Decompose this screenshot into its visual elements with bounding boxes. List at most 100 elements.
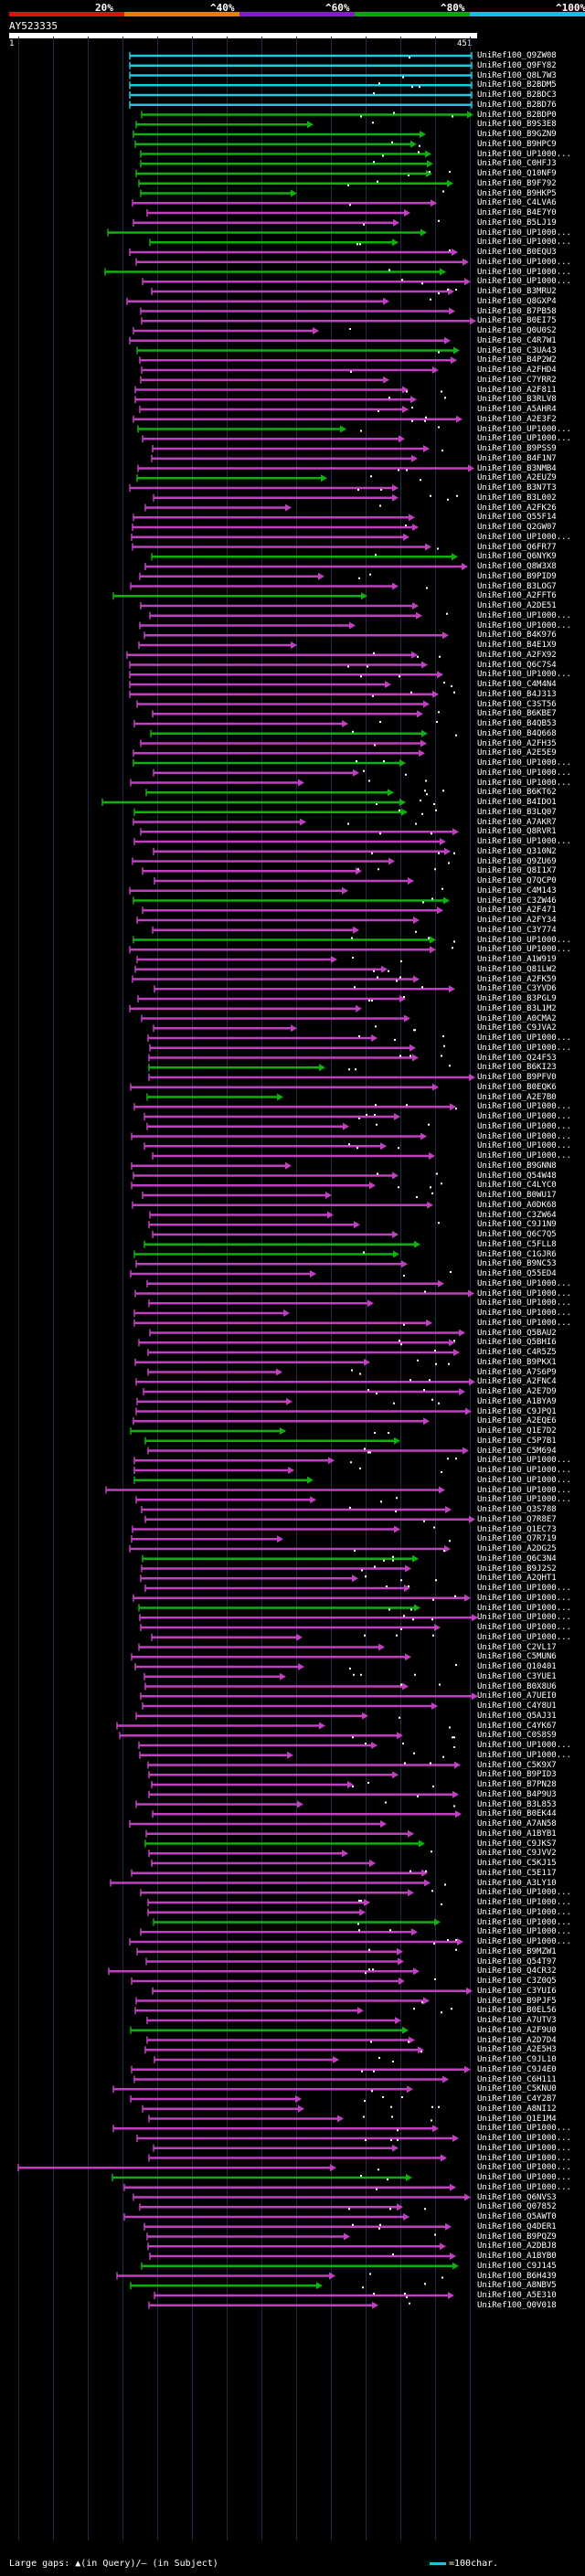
hit-label[interactable]: UniRef100_UP1000... [477, 1888, 571, 1898]
hit-label[interactable]: UniRef100_UP1000... [477, 1613, 571, 1623]
hit-label[interactable]: UniRef100_A5AHR4 [477, 405, 557, 414]
hit-label[interactable]: UniRef100_B9HKP5 [477, 188, 557, 198]
hit-label[interactable]: UniRef100_C9JKS7 [477, 1839, 557, 1849]
hit-label[interactable]: UniRef100_UP1000... [477, 1034, 571, 1043]
hit-label[interactable]: UniRef100_UP1000... [477, 1495, 571, 1505]
hit-label[interactable]: UniRef100_C3YUI6 [477, 1986, 557, 1996]
hit-label[interactable]: UniRef100_A2F9U0 [477, 2025, 557, 2035]
hit-label[interactable]: UniRef100_C3YVD6 [477, 984, 557, 994]
hit-label[interactable]: UniRef100_C5E117 [477, 1868, 557, 1878]
hit-label[interactable]: UniRef100_A2E7B0 [477, 1092, 557, 1102]
hit-label[interactable]: UniRef100_UP1000... [477, 1278, 571, 1288]
hit-label[interactable]: UniRef100_Q5BAU2 [477, 1328, 557, 1338]
hit-label[interactable]: UniRef100_A7AKR7 [477, 817, 557, 827]
hit-label[interactable]: UniRef100_C3UA43 [477, 345, 557, 355]
hit-label[interactable]: UniRef100_B3LOG7 [477, 581, 557, 591]
hit-label[interactable]: UniRef100_A2FY34 [477, 916, 557, 925]
hit-label[interactable]: UniRef100_UP1000... [477, 2173, 571, 2182]
hit-label[interactable]: UniRef100_C5M694 [477, 1446, 557, 1456]
hit-label[interactable]: UniRef100_B0EQU3 [477, 248, 557, 257]
hit-label[interactable]: UniRef100_B3L002 [477, 493, 557, 503]
hit-label[interactable]: UniRef100_UP1000... [477, 2182, 571, 2192]
hit-label[interactable]: UniRef100_UP1000... [477, 228, 571, 238]
hit-label[interactable]: UniRef100_A1BYB0 [477, 2252, 557, 2261]
hit-label[interactable]: UniRef100_C9JVV2 [477, 1849, 557, 1859]
hit-label[interactable]: UniRef100_A5E310 [477, 2291, 557, 2300]
hit-label[interactable]: UniRef100_B9GNN8 [477, 1161, 557, 1171]
hit-label[interactable]: UniRef100_B3MRU2 [477, 287, 557, 296]
hit-label[interactable]: UniRef100_UP1000... [477, 1741, 571, 1750]
hit-label[interactable]: UniRef100_UP1000... [477, 2153, 571, 2163]
hit-label[interactable]: UniRef100_Q0U0S2 [477, 326, 557, 335]
hit-label[interactable]: UniRef100_C9JVA2 [477, 1023, 557, 1034]
hit-label[interactable]: UniRef100_B9PJF5 [477, 1996, 557, 2006]
hit-label[interactable]: UniRef100_UP1000... [477, 1318, 571, 1328]
hit-label[interactable]: UniRef100_Q5AJ31 [477, 1711, 557, 1721]
hit-label[interactable]: UniRef100_UP1000... [477, 935, 571, 945]
hit-label[interactable]: UniRef100_C3ZW46 [477, 896, 557, 906]
hit-label[interactable]: UniRef100_UP1000... [477, 238, 571, 248]
hit-label[interactable]: UniRef100_A0DK68 [477, 1200, 557, 1210]
hit-label[interactable]: UniRef100_B0WU17 [477, 1191, 557, 1200]
hit-label[interactable]: UniRef100_C4M4N4 [477, 680, 557, 689]
hit-label[interactable]: UniRef100_Q7QCP0 [477, 876, 557, 885]
hit-label[interactable]: UniRef100_UP1000... [477, 267, 571, 277]
hit-label[interactable]: UniRef100_C4LYC0 [477, 1181, 557, 1191]
hit-label[interactable]: UniRef100_C4Y8U1 [477, 1701, 557, 1711]
hit-label[interactable]: UniRef100_A3LY10 [477, 1878, 557, 1888]
hit-label[interactable]: UniRef100_B9PFV0 [477, 1073, 557, 1082]
hit-label[interactable]: UniRef100_C6H111 [477, 2074, 557, 2084]
hit-label[interactable]: UniRef100_A1BYA9 [477, 1396, 557, 1406]
hit-label[interactable]: UniRef100_C3ZW64 [477, 1210, 557, 1220]
hit-label[interactable]: UniRef100_UP1000... [477, 945, 571, 955]
hit-label[interactable]: UniRef100_Q1E1M4 [477, 2114, 557, 2124]
hit-label[interactable]: UniRef100_B7PB58 [477, 306, 557, 316]
hit-label[interactable]: UniRef100_UP1000... [477, 1907, 571, 1917]
hit-label[interactable]: UniRef100_UP1000... [477, 149, 571, 159]
hit-label[interactable]: UniRef100_UP1000... [477, 2134, 571, 2143]
hit-label[interactable]: UniRef100_B3L853 [477, 1799, 557, 1809]
hit-label[interactable]: UniRef100_B0EK44 [477, 1809, 557, 1819]
hit-label[interactable]: UniRef100_Q9ZU69 [477, 856, 557, 866]
hit-label[interactable]: UniRef100_UP1000... [477, 1309, 571, 1318]
hit-label[interactable]: UniRef100_B9S3E8 [477, 120, 557, 130]
hit-label[interactable]: UniRef100_B9NC53 [477, 1259, 557, 1269]
hit-label[interactable]: UniRef100_A0CMA2 [477, 1013, 557, 1023]
hit-label[interactable]: UniRef100_UP1000... [477, 1456, 571, 1466]
hit-label[interactable]: UniRef100_B4P9U3 [477, 1789, 557, 1799]
hit-label[interactable]: UniRef100_A7S6P9 [477, 1367, 557, 1377]
hit-label[interactable]: UniRef100_C2VL17 [477, 1642, 557, 1652]
hit-label[interactable]: UniRef100_B0X8U6 [477, 1681, 557, 1691]
hit-label[interactable]: UniRef100_B6KT62 [477, 788, 557, 798]
hit-label[interactable]: UniRef100_C5P7B1 [477, 1436, 557, 1446]
hit-label[interactable]: UniRef100_A2QHT1 [477, 1574, 557, 1584]
hit-label[interactable]: UniRef100_Q9ZW08 [477, 51, 557, 60]
hit-label[interactable]: UniRef100_B0EL56 [477, 2006, 557, 2016]
hit-label[interactable]: UniRef100_UP1000... [477, 1112, 571, 1121]
hit-label[interactable]: UniRef100_Q4DER1 [477, 2221, 557, 2231]
hit-label[interactable]: UniRef100_UP1000... [477, 257, 571, 267]
hit-label[interactable]: UniRef100_A2E3F2 [477, 414, 557, 424]
hit-label[interactable]: UniRef100_UP1000... [477, 1750, 571, 1760]
hit-label[interactable]: UniRef100_UP1000... [477, 1937, 571, 1946]
hit-label[interactable]: UniRef100_A8NBV5 [477, 2281, 557, 2291]
hit-label[interactable]: UniRef100_UP1000... [477, 1141, 571, 1151]
hit-label[interactable]: UniRef100_UP1000... [477, 778, 571, 788]
hit-label[interactable]: UniRef100_B3L1M2 [477, 1003, 557, 1013]
hit-label[interactable]: UniRef100_UP1000... [477, 1623, 571, 1632]
hit-label[interactable]: UniRef100_C5K9X7 [477, 1760, 557, 1770]
hit-label[interactable]: UniRef100_B9F792 [477, 178, 557, 188]
hit-label[interactable]: UniRef100_Q7R8E7 [477, 1514, 557, 1524]
hit-label[interactable]: UniRef100_A2EQE6 [477, 1416, 557, 1426]
hit-label[interactable]: UniRef100_C5KNU0 [477, 2084, 557, 2094]
hit-label[interactable]: UniRef100_UP1000... [477, 620, 571, 631]
hit-label[interactable]: UniRef100_B7PN28 [477, 1780, 557, 1789]
hit-label[interactable]: UniRef100_Q81LW2 [477, 964, 557, 974]
hit-label[interactable]: UniRef100_UP1000... [477, 2163, 571, 2173]
hit-label[interactable]: UniRef100_Q1E7D2 [477, 1426, 557, 1436]
hit-label[interactable]: UniRef100_A2FX92 [477, 650, 557, 660]
hit-label[interactable]: UniRef100_B9MZW1 [477, 1946, 557, 1956]
hit-label[interactable]: UniRef100_B4K976 [477, 631, 557, 641]
hit-label[interactable]: UniRef100_Q55F14 [477, 513, 557, 523]
hit-label[interactable]: UniRef100_A1W919 [477, 955, 557, 964]
